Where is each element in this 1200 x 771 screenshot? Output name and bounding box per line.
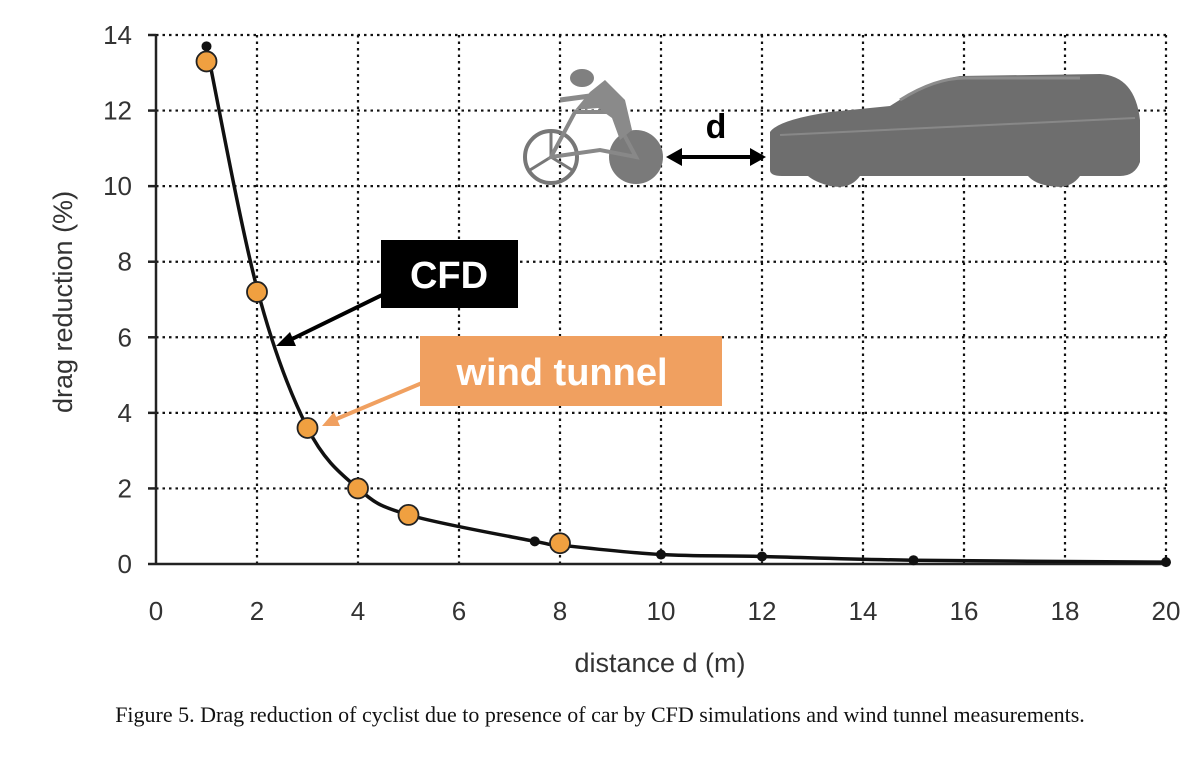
- y-tick-label: 2: [118, 473, 132, 503]
- cfd-callout: CFD: [276, 240, 518, 346]
- distance-label: d: [706, 108, 727, 146]
- y-tick-label: 0: [118, 549, 132, 579]
- figure-caption: Figure 5. Drag reduction of cyclist due …: [115, 702, 1085, 727]
- x-tick-label: 4: [351, 596, 365, 626]
- x-tick-label: 10: [647, 596, 676, 626]
- x-tick-label: 14: [849, 596, 878, 626]
- x-tick-label: 16: [950, 596, 979, 626]
- wind-tunnel-callout-label: wind tunnel: [455, 352, 667, 394]
- x-axis-label: distance d (m): [574, 648, 745, 678]
- cfd-point: [201, 41, 212, 52]
- x-tick-label: 20: [1152, 596, 1181, 626]
- cfd-callout-label: CFD: [410, 255, 488, 297]
- wind-tunnel-points: [195, 50, 571, 555]
- cfd-point: [529, 536, 540, 547]
- distance-arrow: d: [666, 108, 766, 166]
- cfd-point: [908, 555, 919, 566]
- x-tick-label: 0: [149, 596, 163, 626]
- x-tick-labels: 0 2 4 6 8 10 12 14 16 18 20: [149, 596, 1181, 626]
- x-tick-label: 8: [553, 596, 567, 626]
- car-icon: [770, 74, 1140, 187]
- y-tick-labels: 0 2 4 6 8 10 12 14: [103, 20, 132, 579]
- cyclist-icon: [523, 69, 663, 185]
- cfd-point: [757, 551, 767, 562]
- wind-tunnel-callout: wind tunnel: [322, 336, 722, 426]
- y-tick-label: 8: [118, 247, 132, 277]
- axes: [148, 33, 1166, 566]
- wind-tunnel-point: [296, 417, 319, 439]
- wind-tunnel-point: [397, 503, 420, 526]
- x-tick-label: 6: [452, 596, 466, 626]
- wind-tunnel-point: [246, 281, 268, 303]
- y-tick-label: 12: [103, 96, 132, 126]
- cfd-point: [656, 549, 666, 560]
- drag-reduction-chart: 0 2 4 6 8 10 12 14 16 18 20 0 2 4 6 8 10 12 14 distance d…: [48, 20, 1181, 678]
- x-tick-label: 18: [1051, 596, 1080, 626]
- wind-tunnel-point: [549, 532, 571, 555]
- y-tick-label: 14: [103, 20, 132, 50]
- wind-tunnel-point: [195, 50, 218, 73]
- x-tick-label: 12: [748, 596, 777, 626]
- cyclist-car-illustration: d: [523, 69, 1140, 187]
- wind-tunnel-point: [347, 477, 369, 500]
- y-axis-label: drag reduction (%): [48, 191, 78, 413]
- x-tick-label: 2: [250, 596, 264, 626]
- y-tick-label: 6: [118, 322, 132, 352]
- cfd-point: [1161, 557, 1171, 568]
- y-tick-label: 4: [118, 398, 132, 428]
- y-tick-label: 10: [103, 171, 132, 201]
